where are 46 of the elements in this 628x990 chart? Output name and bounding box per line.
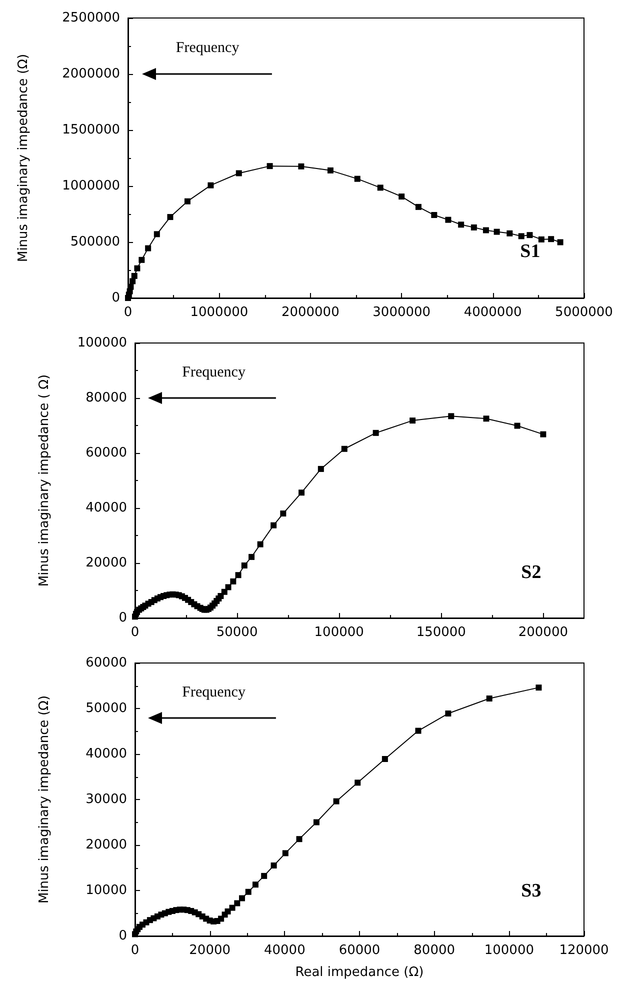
annotation: Frequency — [182, 364, 246, 380]
x-tick-label: 200000 — [518, 625, 568, 640]
x-tick-label: 0 — [130, 625, 140, 640]
annotation: S3 — [521, 880, 542, 902]
y-tick-label: 2500000 — [62, 10, 120, 26]
y-tick-label: 60000 — [86, 446, 127, 460]
y-tick-label: 30000 — [86, 792, 127, 807]
y-axis-title: Minus imaginary impedance (Ω) — [16, 54, 31, 262]
x-tick-label: 5000000 — [555, 305, 613, 320]
y-tick-label: 0 — [112, 290, 120, 306]
x-tick-label: 3000000 — [372, 305, 431, 320]
annotation: Frequency — [182, 684, 246, 700]
x-tick-label: 100000 — [484, 943, 534, 958]
y-tick-label: 80000 — [86, 390, 127, 406]
y-tick-label: 40000 — [86, 746, 127, 762]
y-tick-label: 2000000 — [62, 66, 120, 82]
y-tick-label: 100000 — [77, 336, 127, 350]
x-tick-label: 2000000 — [281, 305, 340, 320]
x-tick-label: 4000000 — [464, 305, 522, 320]
x-tick-label: 0 — [130, 943, 140, 958]
x-axis-title: Real impedance (Ω) — [295, 965, 424, 980]
y-axis-title: Minus imaginary impedance ( Ω) — [37, 374, 52, 587]
y-tick-label: 10000 — [86, 883, 127, 898]
x-tick-label: 150000 — [416, 625, 466, 640]
x-tick-label: 50000 — [216, 625, 258, 640]
annotation: Frequency — [176, 40, 240, 56]
y-tick-label: 500000 — [70, 234, 120, 250]
x-tick-label: 80000 — [414, 943, 456, 958]
y-tick-label: 40000 — [86, 500, 127, 516]
y-tick-label: 0 — [118, 928, 127, 944]
y-axis-title: Minus imaginary impedance (Ω) — [37, 695, 52, 904]
x-tick-label: 20000 — [189, 943, 231, 958]
x-tick-label: 1000000 — [190, 305, 248, 320]
x-tick-label: 100000 — [314, 625, 364, 640]
x-tick-label: 40000 — [264, 943, 306, 958]
y-tick-label: 1500000 — [62, 122, 120, 138]
y-tick-label: 60000 — [86, 656, 127, 670]
x-tick-label: 120000 — [559, 943, 609, 958]
annotation: S2 — [521, 562, 542, 583]
y-tick-label: 50000 — [86, 701, 127, 716]
y-tick-label: 0 — [118, 610, 127, 626]
x-tick-label: 60000 — [338, 943, 380, 958]
annotation: S1 — [520, 241, 540, 262]
y-tick-label: 20000 — [86, 838, 127, 852]
y-tick-label: 1000000 — [62, 178, 120, 194]
y-tick-label: 20000 — [86, 556, 127, 570]
